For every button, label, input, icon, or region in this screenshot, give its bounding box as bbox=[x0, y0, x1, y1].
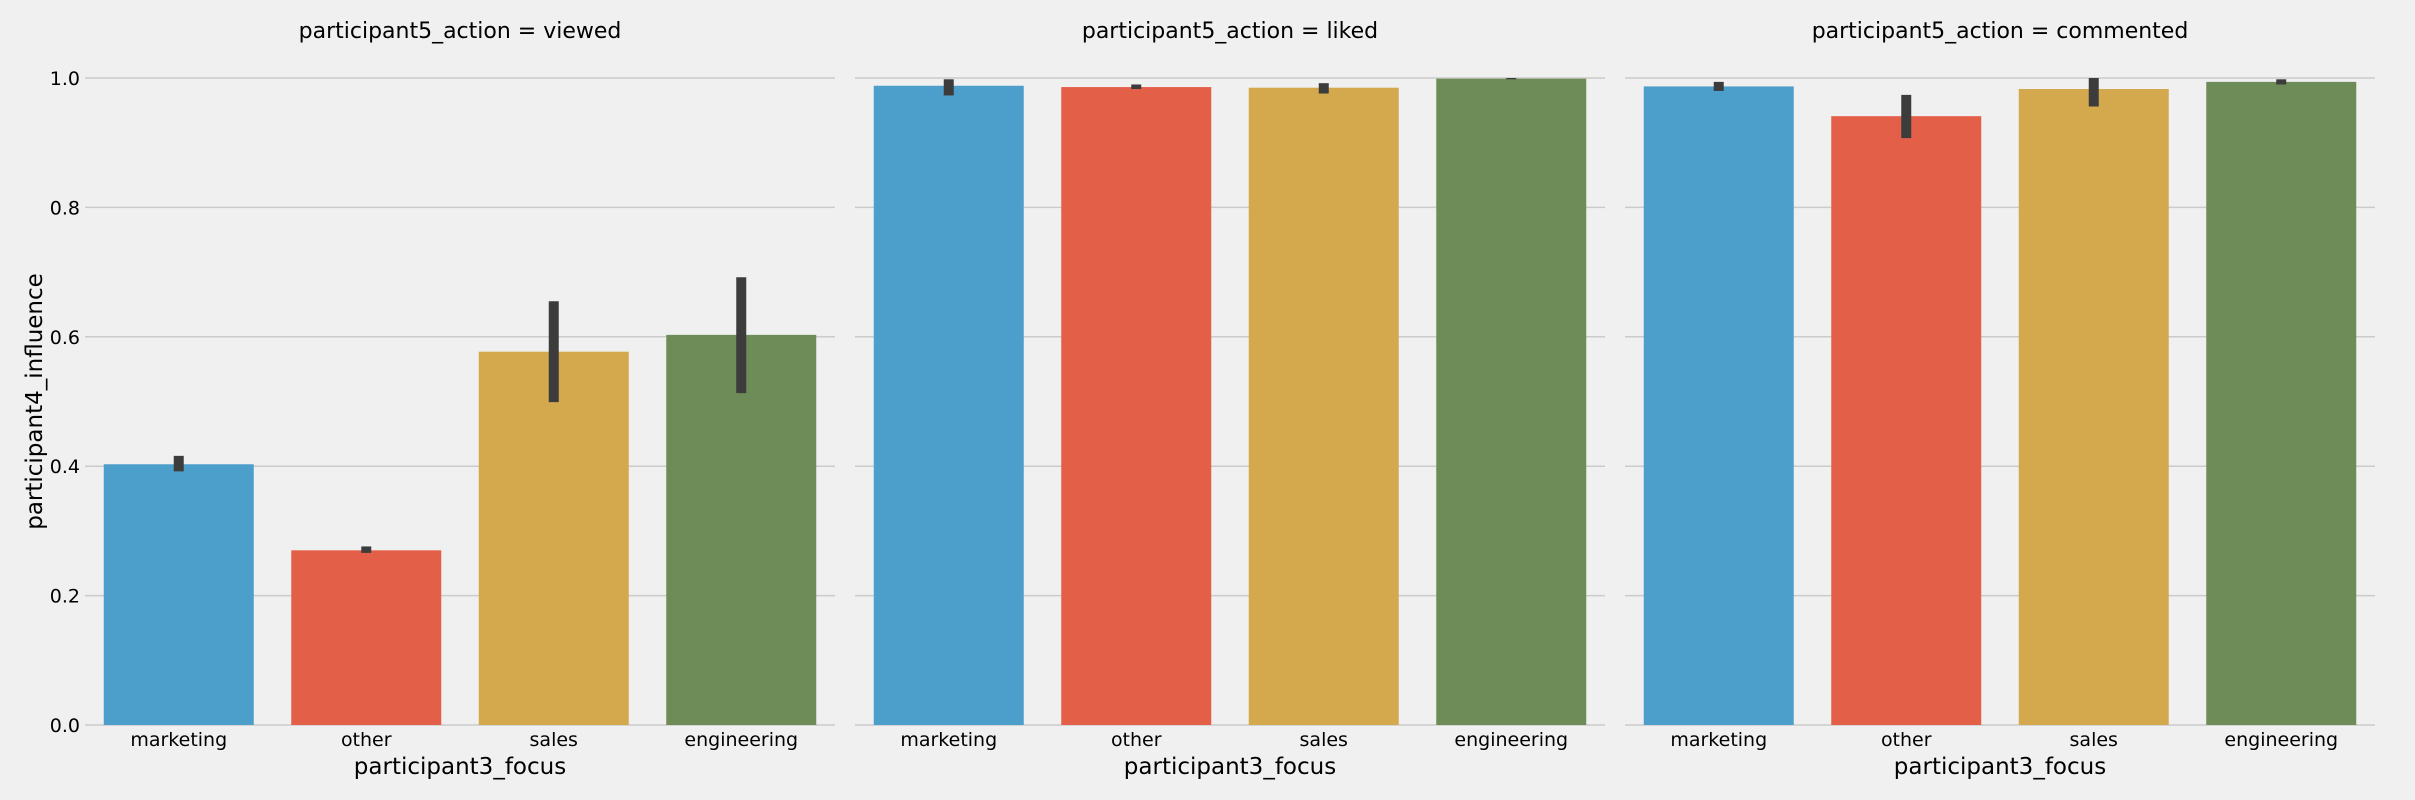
bar-engineering bbox=[666, 335, 816, 725]
panel-title: participant5_action = liked bbox=[1082, 19, 1378, 44]
bar-sales bbox=[479, 352, 629, 725]
y-tick-label: 1.0 bbox=[50, 68, 80, 90]
panel-title: participant5_action = commented bbox=[1812, 19, 2189, 44]
x-tick-label: other bbox=[1111, 729, 1162, 751]
x-tick-label: engineering bbox=[2224, 729, 2338, 751]
y-tick-label: 0.0 bbox=[50, 715, 80, 737]
y-axis-label: participant4_influence bbox=[22, 273, 48, 530]
bar-marketing bbox=[104, 464, 254, 725]
x-tick-label: other bbox=[341, 729, 392, 751]
facet-panel-commented: marketing other sales engineering participan… bbox=[1625, 19, 2375, 780]
y-tick-label: 0.2 bbox=[50, 586, 80, 608]
x-axis-label: participant3_focus bbox=[354, 754, 566, 780]
bar-other bbox=[1831, 116, 1981, 725]
x-axis-label: participant3_focus bbox=[1894, 754, 2106, 780]
x-tick-label: sales bbox=[2070, 729, 2118, 751]
x-tick-label: sales bbox=[1300, 729, 1348, 751]
y-tick-label: 0.6 bbox=[50, 327, 80, 349]
bar-marketing bbox=[1644, 86, 1794, 725]
bar-other bbox=[1061, 87, 1211, 725]
bar-sales bbox=[2019, 89, 2169, 725]
x-tick-label: engineering bbox=[684, 729, 798, 751]
bar-engineering bbox=[2206, 82, 2356, 725]
x-tick-label: marketing bbox=[900, 729, 997, 751]
y-tick-label: 0.4 bbox=[50, 456, 80, 478]
x-tick-label: engineering bbox=[1454, 729, 1568, 751]
panel-title: participant5_action = viewed bbox=[299, 19, 622, 44]
bar-marketing bbox=[874, 86, 1024, 725]
bar-engineering bbox=[1436, 79, 1586, 725]
facet-panel-liked: marketing other sales engineering participan… bbox=[855, 19, 1605, 780]
facet-panel-viewed: marketing other sales engineering participan… bbox=[85, 19, 835, 780]
x-axis-label: participant3_focus bbox=[1124, 754, 1336, 780]
bar-other bbox=[291, 550, 441, 725]
bar-sales bbox=[1249, 88, 1399, 725]
x-tick-label: sales bbox=[530, 729, 578, 751]
x-tick-label: marketing bbox=[1670, 729, 1767, 751]
y-tick-label: 0.8 bbox=[50, 197, 80, 219]
x-tick-label: other bbox=[1881, 729, 1932, 751]
x-tick-label: marketing bbox=[130, 729, 227, 751]
